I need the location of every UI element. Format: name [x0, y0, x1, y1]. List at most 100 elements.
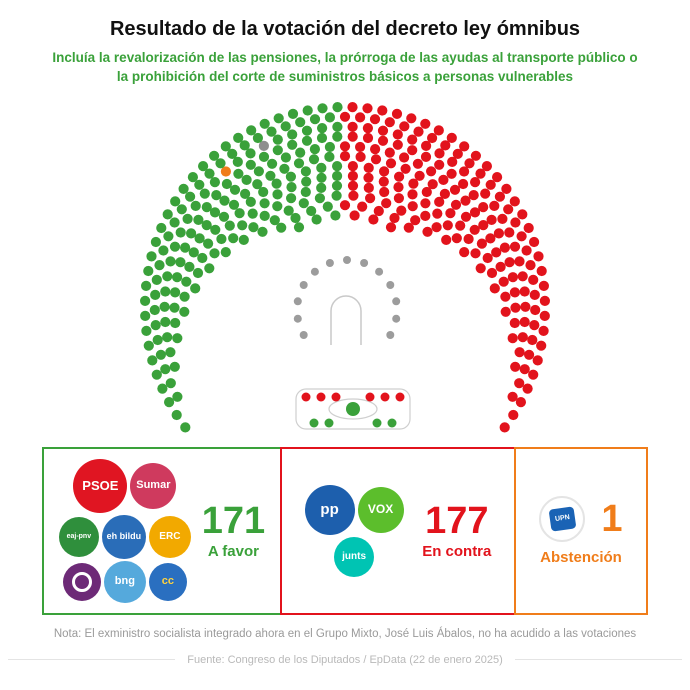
seat: [538, 280, 550, 291]
seat: [446, 132, 457, 143]
seat: [377, 135, 389, 146]
seat: [339, 199, 351, 211]
seat: [421, 186, 432, 197]
party-logo-pp: pp: [304, 484, 355, 535]
seat: [170, 317, 181, 328]
seat: [157, 383, 168, 394]
seat: [478, 201, 489, 212]
seat: [393, 181, 404, 192]
party-logo-row: bng cc: [59, 560, 191, 603]
seat: [400, 163, 411, 174]
abstencion-label: Abstención: [540, 548, 622, 566]
government-bench-seat: [392, 314, 401, 323]
seat: [460, 211, 472, 222]
seat: [517, 331, 528, 343]
seat: [324, 112, 335, 123]
seat: [186, 228, 197, 239]
seat: [427, 132, 438, 143]
seat: [293, 221, 305, 233]
seat: [280, 152, 291, 163]
seat: [339, 140, 351, 152]
seat: [162, 331, 173, 343]
seat: [362, 122, 373, 133]
seat: [228, 199, 240, 210]
seat: [314, 192, 325, 204]
seat: [399, 152, 410, 163]
seat: [339, 111, 351, 122]
seat: [240, 188, 251, 199]
seat: [193, 214, 204, 225]
seat: [316, 182, 327, 193]
seat: [170, 196, 181, 207]
seat: [434, 196, 445, 207]
seat: [529, 289, 540, 300]
seat: [204, 262, 215, 274]
seat: [455, 220, 466, 231]
seat: [525, 259, 536, 270]
seat: [499, 242, 510, 253]
seat: [169, 302, 180, 313]
seat: [355, 141, 366, 152]
seat: [538, 325, 549, 336]
seat: [494, 191, 505, 202]
seat: [521, 245, 532, 256]
seat: [286, 181, 297, 192]
seat: [408, 178, 419, 189]
seat: [246, 125, 257, 136]
seat: [300, 166, 311, 177]
upn-emblem: UPN: [548, 506, 577, 532]
seat: [180, 422, 191, 433]
podium-arch: [330, 295, 362, 345]
seat: [469, 207, 481, 218]
president-seat: [346, 401, 360, 416]
seat: [519, 316, 530, 327]
seat: [470, 150, 481, 161]
party-logo-label: ERC: [159, 530, 181, 542]
seat: [203, 238, 214, 249]
seat: [169, 241, 181, 252]
seat: [169, 217, 180, 228]
seat: [347, 170, 358, 181]
seat: [533, 251, 544, 262]
seat: [363, 182, 374, 193]
seat: [478, 219, 489, 230]
seat: [420, 118, 431, 129]
seat: [181, 276, 192, 287]
seat: [442, 219, 453, 231]
seat: [332, 160, 343, 171]
seat: [385, 157, 397, 169]
seat: [426, 165, 437, 177]
seat: [233, 168, 244, 179]
bench-seat: [316, 392, 326, 402]
seat: [241, 174, 252, 185]
seat: [197, 252, 208, 263]
seat: [272, 200, 283, 212]
party-logo-erc: ERC: [148, 515, 191, 558]
seat: [469, 224, 480, 235]
seat: [407, 144, 418, 156]
source-credit: Fuente: Congreso de los Diputados / EpDa…: [187, 653, 503, 666]
seat: [233, 132, 244, 143]
seat: [528, 274, 539, 285]
seat: [413, 126, 424, 137]
seat: [449, 184, 461, 195]
seat: [509, 317, 520, 328]
seat: [485, 179, 496, 190]
seat: [433, 125, 444, 136]
seat: [143, 265, 154, 276]
seat: [524, 349, 535, 360]
seat: [272, 134, 283, 145]
seat: [396, 205, 407, 216]
seat: [399, 120, 410, 132]
bench-seat: [324, 418, 334, 428]
seat: [316, 172, 327, 183]
bench-seat: [380, 392, 390, 402]
bench-seat: [309, 418, 319, 428]
seat: [441, 234, 452, 245]
seat: [434, 148, 445, 159]
seat: [171, 409, 182, 420]
seat: [459, 246, 470, 257]
seat: [407, 200, 418, 212]
seat: [412, 158, 423, 169]
seat: [265, 170, 276, 181]
